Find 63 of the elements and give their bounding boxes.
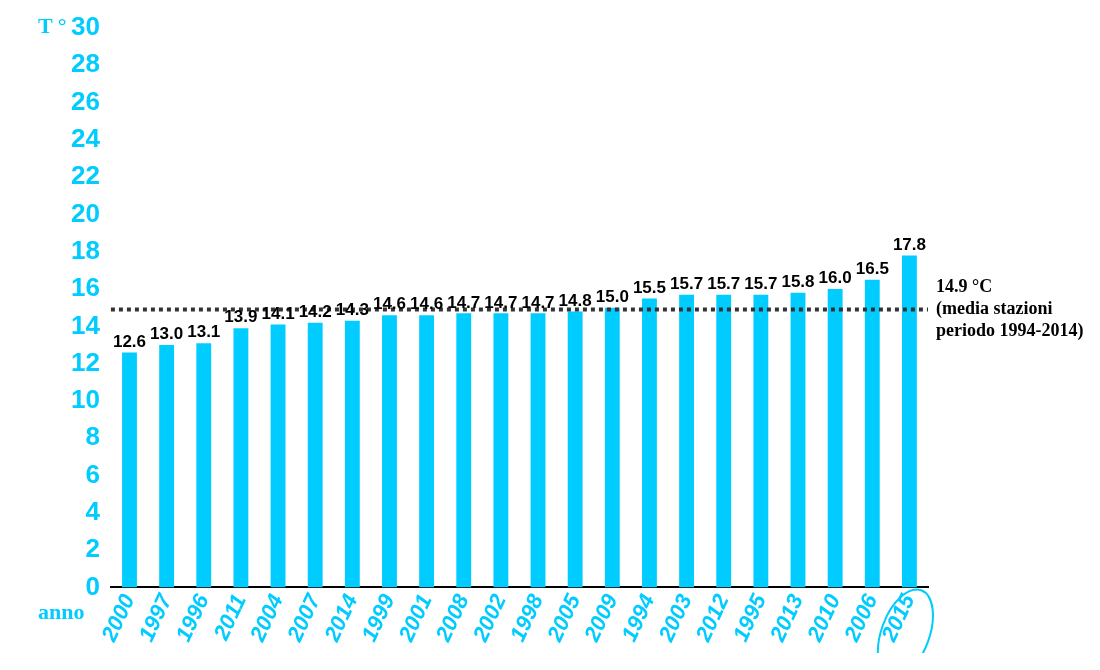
y-tick-label: 16 (71, 272, 100, 303)
bar (196, 343, 212, 588)
bar (642, 298, 657, 588)
bar (419, 315, 435, 588)
data-label: 14.3 (335, 299, 369, 319)
y-tick-label: 26 (71, 85, 100, 116)
data-label: 15.0 (595, 286, 629, 306)
bar (307, 322, 323, 588)
bar (790, 292, 806, 588)
y-tick-label: 0 (85, 570, 100, 601)
y-tick-label: 20 (71, 197, 100, 228)
data-label: 14.6 (372, 294, 407, 314)
bar (864, 279, 880, 588)
x-tick-label: 2002 (467, 589, 512, 647)
bar (716, 294, 732, 588)
y-tick-label: 4 (85, 496, 101, 527)
bar (567, 311, 583, 588)
data-label: 15.5 (632, 277, 666, 297)
y-tick-label: 12 (71, 346, 100, 377)
y-tick-label: 18 (71, 234, 100, 265)
bar (159, 345, 175, 588)
bar (679, 294, 695, 588)
data-label: 15.7 (707, 273, 741, 293)
bar (456, 313, 472, 588)
bar (530, 313, 546, 588)
bar (493, 313, 509, 588)
data-label: 16.0 (818, 268, 852, 288)
bar (344, 320, 360, 588)
data-label: 14.8 (558, 290, 592, 310)
bar (827, 289, 843, 588)
ref-line-label: 14.9 °C (media stazioni periodo 1994-2014) (936, 276, 1084, 342)
data-label: 13.0 (150, 324, 184, 344)
bar (233, 328, 249, 588)
data-label: 14.6 (410, 294, 444, 314)
data-label: 14.7 (484, 292, 518, 312)
data-label: 14.1 (261, 303, 295, 323)
y-tick-label: 8 (85, 421, 100, 452)
y-tick-label: 10 (71, 384, 100, 415)
data-label: 13.9 (224, 307, 258, 327)
data-label: 15.8 (781, 272, 815, 292)
y-tick-label: 22 (71, 160, 100, 191)
data-label: 14.7 (521, 292, 555, 312)
y-tick-label: 30 (71, 11, 100, 42)
bar (604, 307, 620, 588)
bar (753, 294, 769, 588)
y-tick-label: 14 (71, 309, 101, 340)
data-label: 13.1 (187, 322, 221, 342)
data-label: 17.8 (892, 234, 926, 254)
data-label: 14.2 (298, 301, 332, 321)
x-axis-title: anno (38, 598, 85, 624)
y-tick-label: 24 (71, 123, 101, 154)
data-label: 12.6 (112, 331, 147, 351)
y-tick-label: 2 (85, 533, 100, 564)
bar (270, 324, 286, 588)
data-label: 15.7 (670, 273, 704, 293)
y-axis-title: T ° (38, 12, 67, 38)
bar (382, 315, 397, 588)
y-tick-label: 28 (71, 48, 100, 79)
data-label: 14.7 (447, 292, 481, 312)
y-tick-label: 6 (85, 458, 100, 489)
data-label: 15.7 (744, 273, 778, 293)
bar (122, 352, 137, 588)
data-label: 16.5 (855, 258, 889, 278)
